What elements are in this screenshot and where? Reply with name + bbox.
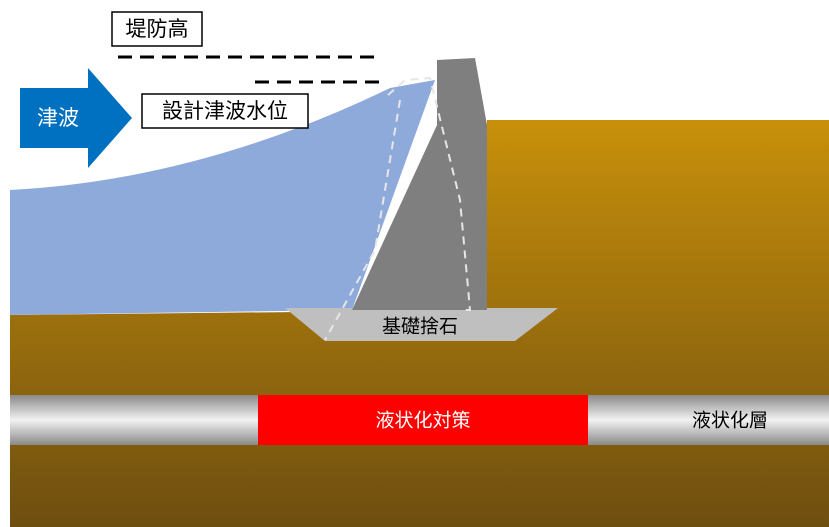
tsunami-arrow <box>20 68 132 168</box>
foundation-rubble <box>285 308 558 341</box>
dashed-outline <box>324 76 472 341</box>
layer-label: 液状化層 <box>692 410 768 432</box>
countermeasure-label: 液状化対策 <box>375 410 470 432</box>
label-box <box>141 93 309 129</box>
tsunami-label: 津波 <box>37 106 79 130</box>
label-box <box>111 11 203 47</box>
rubble-label: 基礎捨石 <box>382 316 458 338</box>
water-level-label: 設計津波水位 <box>162 99 288 123</box>
water <box>10 80 435 315</box>
dike-height-label: 堤防高 <box>126 17 189 41</box>
dike <box>352 58 487 310</box>
countermeasure-box <box>258 395 588 445</box>
